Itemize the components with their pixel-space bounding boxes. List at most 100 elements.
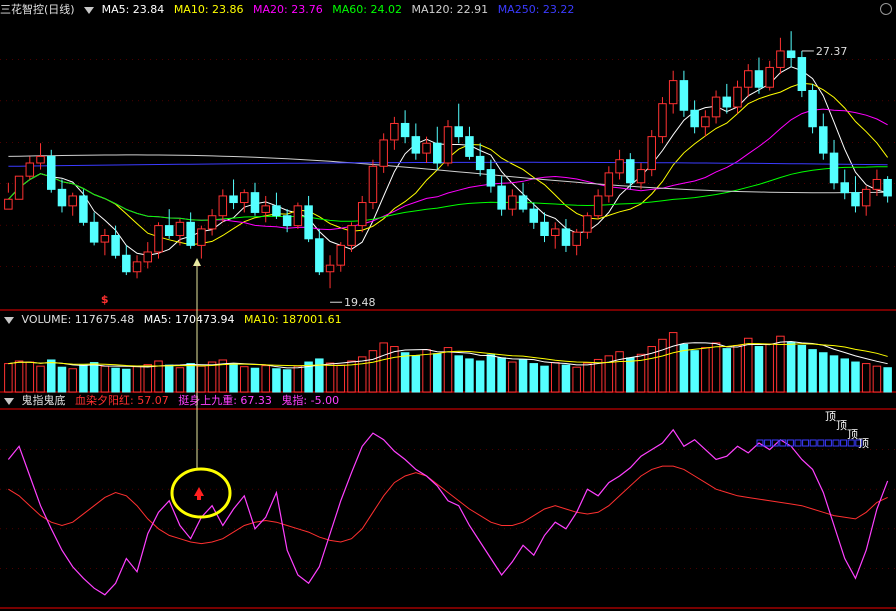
settings-gear-icon[interactable] (880, 3, 892, 15)
volume-bar (508, 361, 517, 393)
top-signal-block (832, 439, 840, 447)
top-signal-block (840, 439, 848, 447)
indicator-red-line (8, 465, 888, 545)
candle-body (218, 195, 228, 217)
volume-bar (572, 366, 581, 393)
volume-bar (486, 354, 496, 393)
candle-body (282, 215, 292, 227)
volume-bar (615, 351, 624, 393)
ma60-line (8, 166, 888, 222)
candle-body (89, 221, 99, 243)
volume-bar (132, 366, 142, 393)
candle-body (315, 238, 324, 273)
price-legend: 三花智控(日线) MA5: 23.84 MA10: 23.86 MA20: 23… (0, 2, 580, 18)
volume-bar (390, 346, 399, 393)
volume-bar (454, 355, 463, 393)
candle-body (711, 96, 721, 118)
volume-dropdown-icon[interactable] (4, 316, 14, 324)
candle-body (647, 136, 656, 171)
candle-body (79, 195, 88, 223)
candle-body (754, 70, 764, 88)
candle-body (272, 205, 281, 217)
candle-body (776, 50, 785, 68)
candle-body (797, 57, 807, 91)
candle-body (840, 182, 849, 194)
candle-body (111, 235, 120, 256)
volume-bar (797, 345, 807, 393)
candle-body (475, 155, 485, 171)
indicator-lines (7, 428, 889, 596)
top-signal-block (847, 439, 855, 447)
candle-body (368, 165, 378, 204)
top-signal-block (817, 439, 825, 447)
volume-bar (282, 369, 292, 393)
volume-bar (433, 353, 442, 393)
volume-bar (100, 365, 110, 393)
highlight-circle (170, 467, 232, 519)
candle-body (808, 90, 817, 128)
volume-bar (883, 367, 892, 393)
candle-body (250, 192, 260, 213)
ma120-line (8, 154, 888, 194)
volume-bar (765, 343, 774, 393)
volume-bar (647, 346, 656, 393)
candle-body (25, 162, 35, 177)
volume-bar (550, 362, 560, 393)
candle-body (304, 205, 313, 240)
volume-bar (872, 365, 882, 393)
candle-body (132, 261, 142, 273)
candle-body (701, 116, 710, 128)
volume-bar (636, 353, 646, 393)
indicator-dropdown-icon[interactable] (4, 397, 14, 405)
candle-body (486, 169, 496, 187)
candle-body (497, 185, 506, 210)
candle-body (550, 228, 560, 236)
high-price-label: 27.37 (816, 45, 848, 58)
volume-bar (475, 360, 485, 393)
volume-bar (443, 347, 453, 393)
candle-body (186, 221, 195, 246)
red-up-arrow-stem (197, 495, 201, 500)
top-signal-block (809, 439, 817, 447)
volume-bar (47, 359, 56, 393)
volume-bar (368, 350, 378, 393)
up-arrowhead-icon (193, 258, 201, 266)
volume-bar (89, 362, 99, 393)
candle-body (668, 80, 678, 105)
vol-ma5-label: MA5: 170473.94 (143, 313, 235, 326)
volume-bars (4, 332, 892, 393)
candle-body (68, 195, 77, 207)
top-signal-block (764, 439, 772, 447)
candle-body (626, 159, 635, 184)
candlesticks (4, 31, 892, 289)
dropdown-triangle-icon[interactable] (84, 6, 95, 14)
volume-bar (851, 361, 860, 393)
candle-body (325, 264, 335, 273)
candle-body (36, 155, 45, 164)
candle-body (765, 66, 774, 88)
volume-bar (819, 352, 828, 393)
volume-bar (400, 352, 410, 393)
volume-bar (379, 342, 388, 393)
volume-bar (808, 349, 817, 393)
candle-body (379, 139, 388, 167)
volume-bar (861, 363, 871, 393)
indicator-magenta-line (7, 428, 889, 596)
candle-body (733, 86, 742, 108)
candle-body (679, 80, 689, 111)
volume-bar (497, 357, 506, 393)
volume-bar (336, 364, 346, 393)
volume-bar (776, 335, 785, 393)
volume-bar (218, 359, 228, 393)
volume-bar (154, 360, 163, 393)
candle-body (154, 225, 163, 253)
volume-bar (347, 360, 356, 393)
indicator-red-label: 血染夕阳红: 57.07 (75, 394, 169, 407)
volume-bar (754, 346, 764, 393)
volume-bar (593, 358, 603, 393)
volume-ma10-line (8, 343, 888, 367)
candle-body (883, 178, 892, 197)
candle-body (143, 251, 153, 263)
volume-bar (207, 361, 217, 393)
volume-bar (229, 363, 238, 393)
